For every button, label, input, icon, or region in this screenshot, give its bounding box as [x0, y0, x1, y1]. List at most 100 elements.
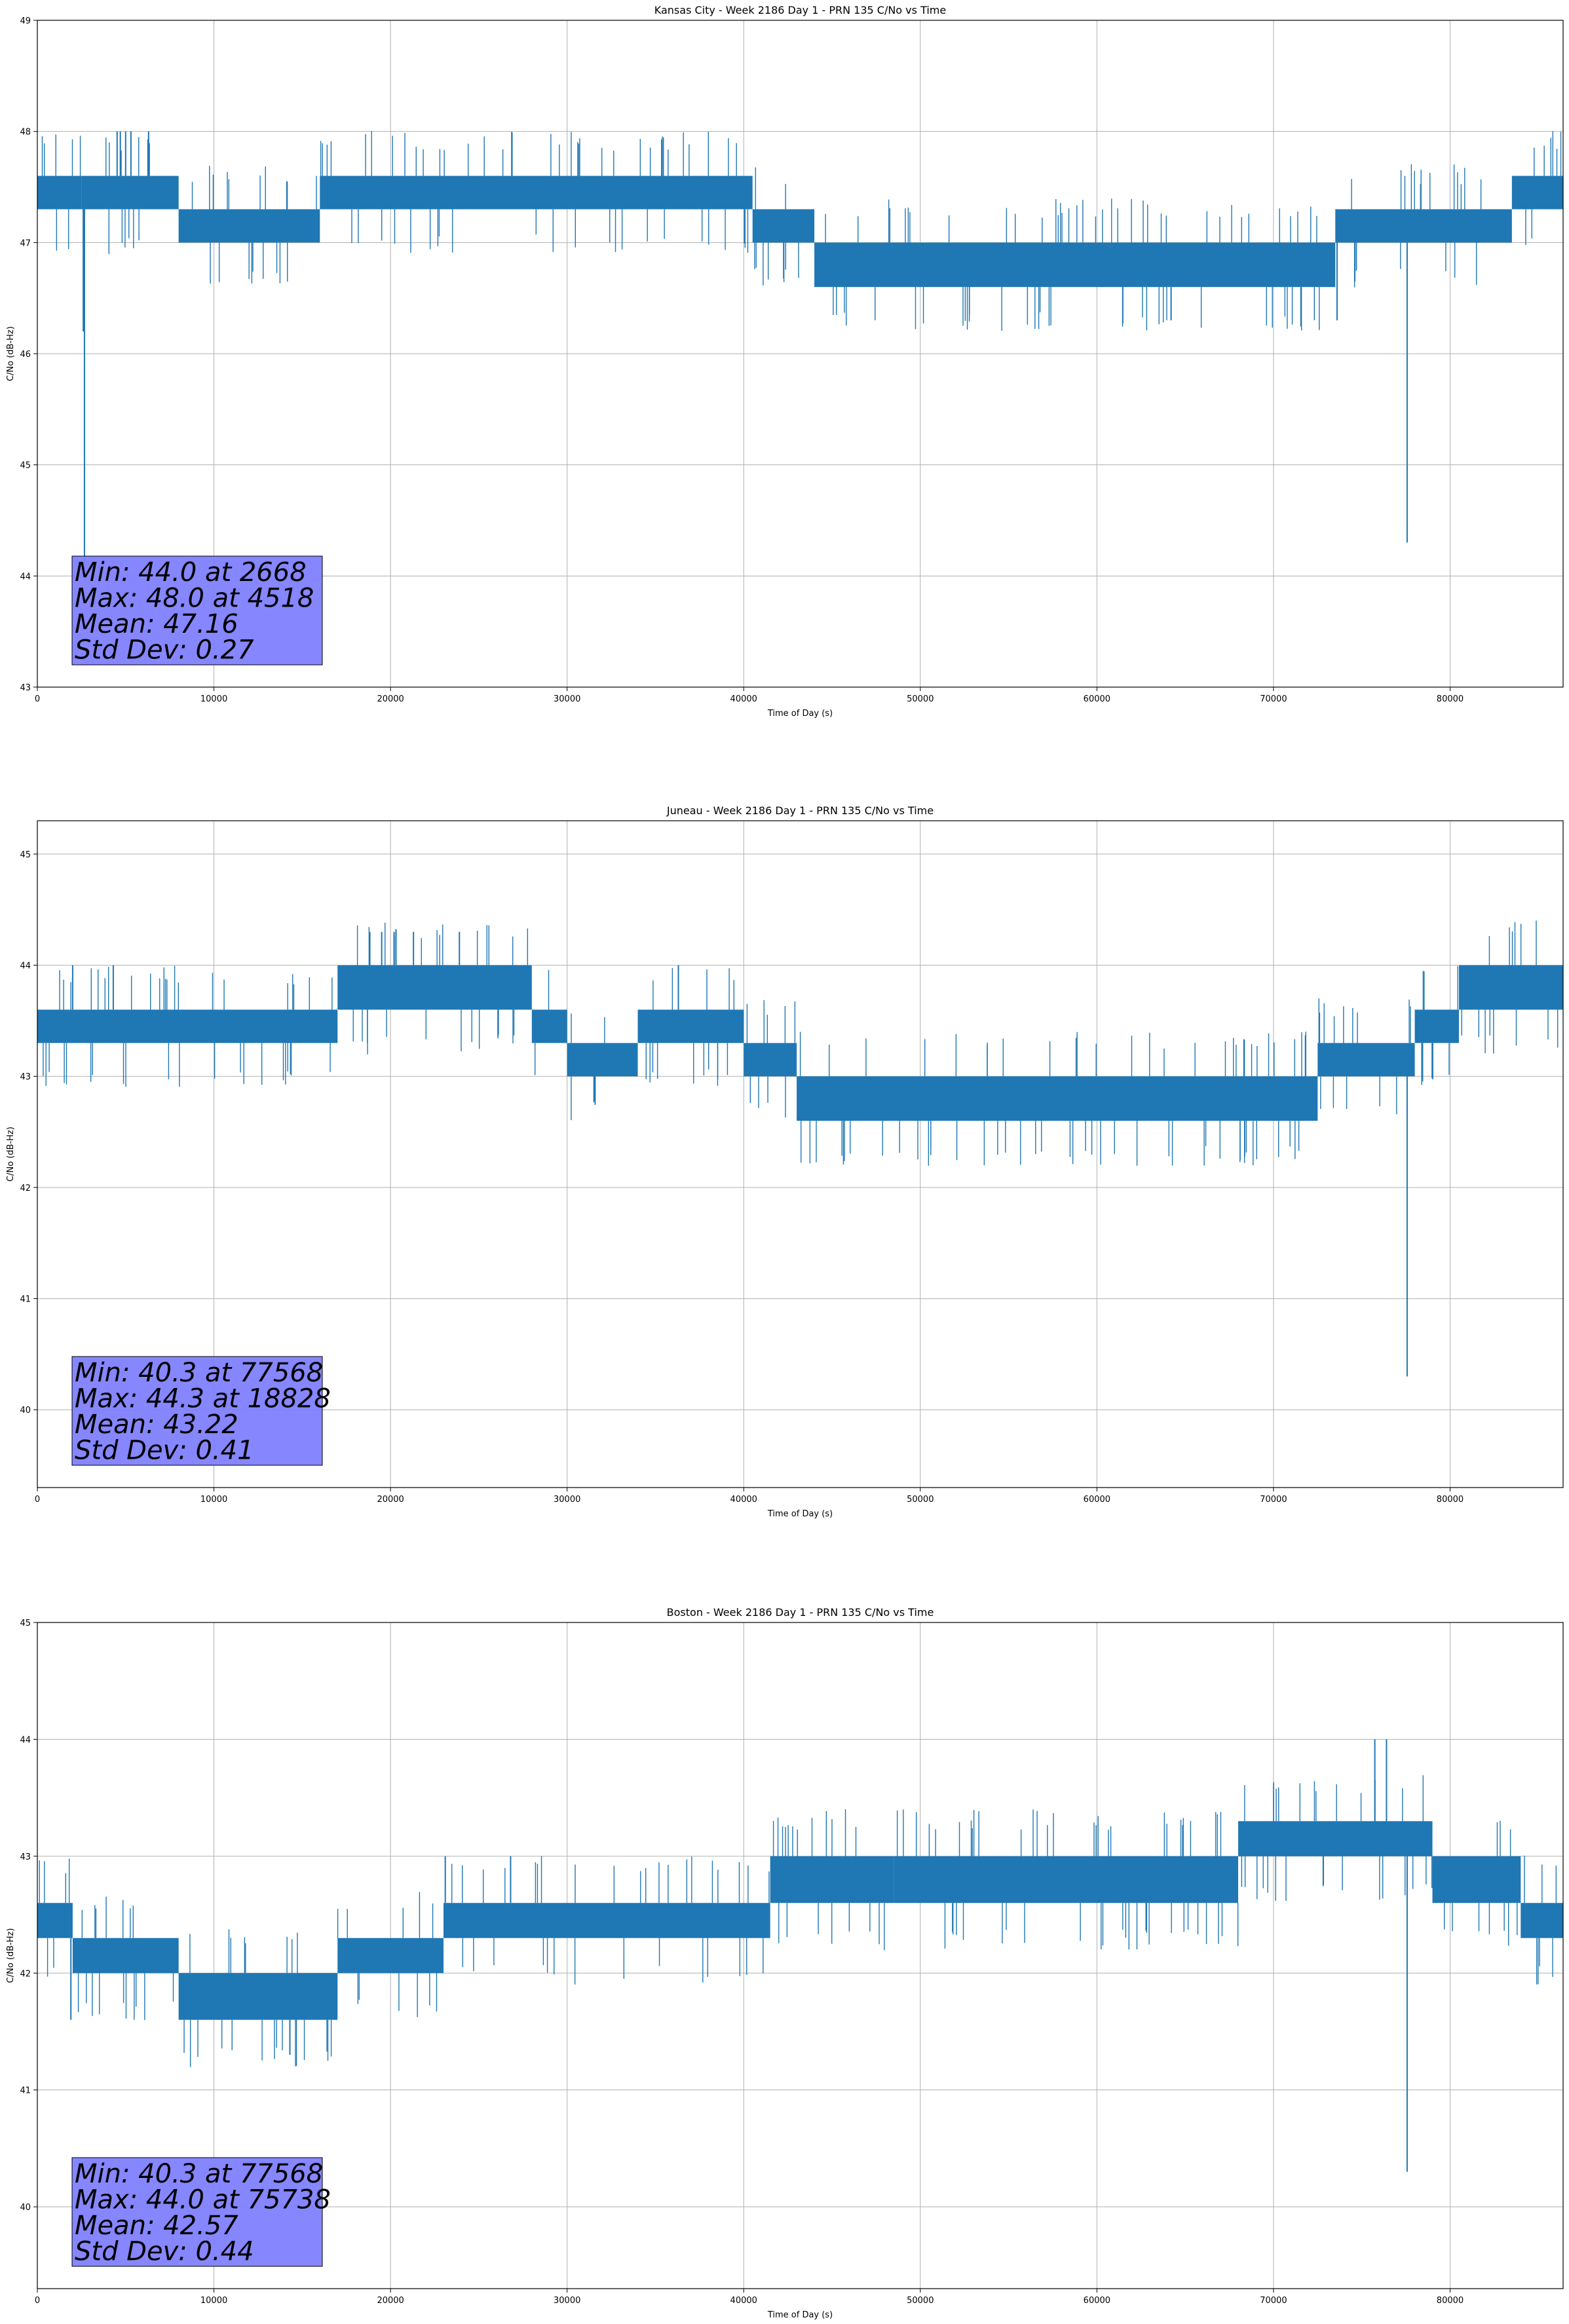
x-tick-label: 40000: [730, 1495, 757, 1505]
data-band: [178, 1973, 338, 2020]
data-band: [231, 1009, 338, 1043]
x-tick-label: 10000: [200, 1495, 227, 1505]
subplot-3: 0 10000 20000 30000 40000 50000 60000 70000 8000…: [6, 1606, 1564, 2320]
data-band: [37, 1009, 232, 1043]
data-band: [1335, 209, 1512, 243]
x-axis-label: Time of Day (s): [767, 709, 833, 719]
y-tick-label: 42: [20, 1969, 31, 1979]
data-band: [531, 1009, 567, 1043]
stats-line: Mean: 43.22: [75, 1410, 238, 1440]
data-band: [72, 1938, 179, 1974]
chart-title: Boston - Week 2186 Day 1 - PRN 135 C/No …: [667, 1606, 934, 1619]
data-band: [770, 1856, 894, 1903]
x-tick-label: 0: [35, 1495, 40, 1505]
x-axis-label: Time of Day (s): [767, 1509, 833, 1519]
x-tick-label: 40000: [730, 2296, 757, 2306]
y-tick-label: 41: [20, 2086, 31, 2096]
data-band: [1414, 1009, 1459, 1043]
x-tick-label: 50000: [907, 1495, 934, 1505]
y-tick-label: 44: [20, 1735, 31, 1745]
y-tick-label: 45: [20, 461, 31, 471]
axes-frame: [37, 820, 1564, 1488]
subplot-2: 0 10000 20000 30000 40000 50000 60000 70000 8000…: [6, 804, 1564, 1519]
data-band: [814, 242, 1336, 288]
y-tick-label: 40: [20, 2203, 31, 2213]
x-tick-label: 70000: [1260, 1495, 1287, 1505]
x-tick-label: 10000: [200, 694, 227, 704]
y-axis-label: C/No (dB-Hz): [6, 1127, 16, 1182]
chart-title: Juneau - Week 2186 Day 1 - PRN 135 C/No …: [666, 804, 934, 817]
data-band: [797, 1076, 1318, 1121]
x-tick-label: 20000: [377, 694, 404, 704]
x-tick-label: 0: [35, 2296, 40, 2306]
data-band: [637, 1009, 744, 1043]
x-tick-label: 50000: [907, 2296, 934, 2306]
stats-line: Mean: 42.57: [75, 2211, 238, 2241]
data-band: [1511, 176, 1563, 210]
data-band: [752, 209, 815, 243]
stats-line: Std Dev: 0.27: [75, 635, 254, 665]
axes-frame: [37, 1622, 1564, 2289]
x-tick-label: 70000: [1260, 2296, 1287, 2306]
y-tick-label: 43: [20, 1852, 31, 1862]
data-band: [1238, 1821, 1433, 1856]
stats-line: Mean: 47.16: [75, 609, 238, 639]
data-band: [37, 1903, 73, 1938]
y-tick-label: 40: [20, 1406, 31, 1415]
stats-line: Std Dev: 0.44: [75, 2237, 254, 2267]
y-tick-label: 47: [20, 238, 31, 248]
stats-line: Max: 44.3 at 18828: [75, 1384, 331, 1414]
stats-line: Max: 44.0 at 75738: [75, 2185, 331, 2215]
x-tick-label: 80000: [1437, 2296, 1464, 2306]
y-tick-label: 49: [20, 16, 31, 26]
data-band: [320, 176, 753, 210]
y-tick-label: 44: [20, 962, 31, 971]
data-band: [1458, 965, 1563, 1010]
x-tick-label: 30000: [554, 694, 580, 704]
data-band: [744, 1043, 797, 1077]
data-band: [178, 209, 320, 243]
x-tick-label: 0: [35, 694, 40, 704]
x-tick-label: 10000: [200, 2296, 227, 2306]
stats-box: [71, 555, 323, 665]
x-tick-label: 30000: [554, 2296, 580, 2306]
y-axis-label: C/No (dB-Hz): [6, 1928, 16, 1983]
stats-line: Min: 40.3 at 77568: [75, 2159, 323, 2189]
x-tick-label: 60000: [1084, 694, 1110, 704]
x-tick-label: 40000: [730, 694, 757, 704]
stats-box: [71, 2157, 323, 2267]
stats-line: Min: 40.3 at 77568: [75, 1358, 323, 1388]
data-band: [337, 965, 532, 1010]
data-band: [443, 1903, 770, 1938]
stats-line: Min: 44.0 at 2668: [75, 557, 307, 588]
data-band: [337, 1938, 444, 1974]
x-tick-label: 20000: [377, 1495, 404, 1505]
y-axis-label: C/No (dB-Hz): [6, 326, 16, 381]
x-tick-label: 20000: [377, 2296, 404, 2306]
subplot-1: 0 10000 20000 30000 40000 50000 60000 70000 8000…: [6, 4, 1564, 719]
x-tick-label: 50000: [907, 694, 934, 704]
y-tick-label: 48: [20, 128, 31, 138]
x-axis-label: Time of Day (s): [767, 2310, 833, 2320]
y-tick-label: 43: [20, 1072, 31, 1082]
stats-line: Max: 48.0 at 4518: [75, 584, 314, 614]
y-tick-label: 43: [20, 683, 31, 693]
data-band: [81, 176, 179, 210]
y-tick-label: 45: [20, 1619, 31, 1628]
y-tick-label: 41: [20, 1295, 31, 1305]
data-band: [37, 176, 82, 210]
data-band: [894, 1856, 1239, 1903]
x-tick-label: 80000: [1437, 694, 1464, 704]
x-tick-label: 60000: [1084, 1495, 1110, 1505]
data-band: [567, 1043, 638, 1077]
x-tick-label: 30000: [554, 1495, 580, 1505]
x-tick-label: 60000: [1084, 2296, 1110, 2306]
data-band: [1432, 1856, 1521, 1903]
data-band: [1317, 1043, 1415, 1077]
y-tick-label: 42: [20, 1184, 31, 1193]
stats-box: [71, 1356, 323, 1466]
y-tick-label: 45: [20, 850, 31, 860]
chart-title: Kansas City - Week 2186 Day 1 - PRN 135 …: [654, 4, 946, 16]
data-band: [1521, 1903, 1563, 1938]
